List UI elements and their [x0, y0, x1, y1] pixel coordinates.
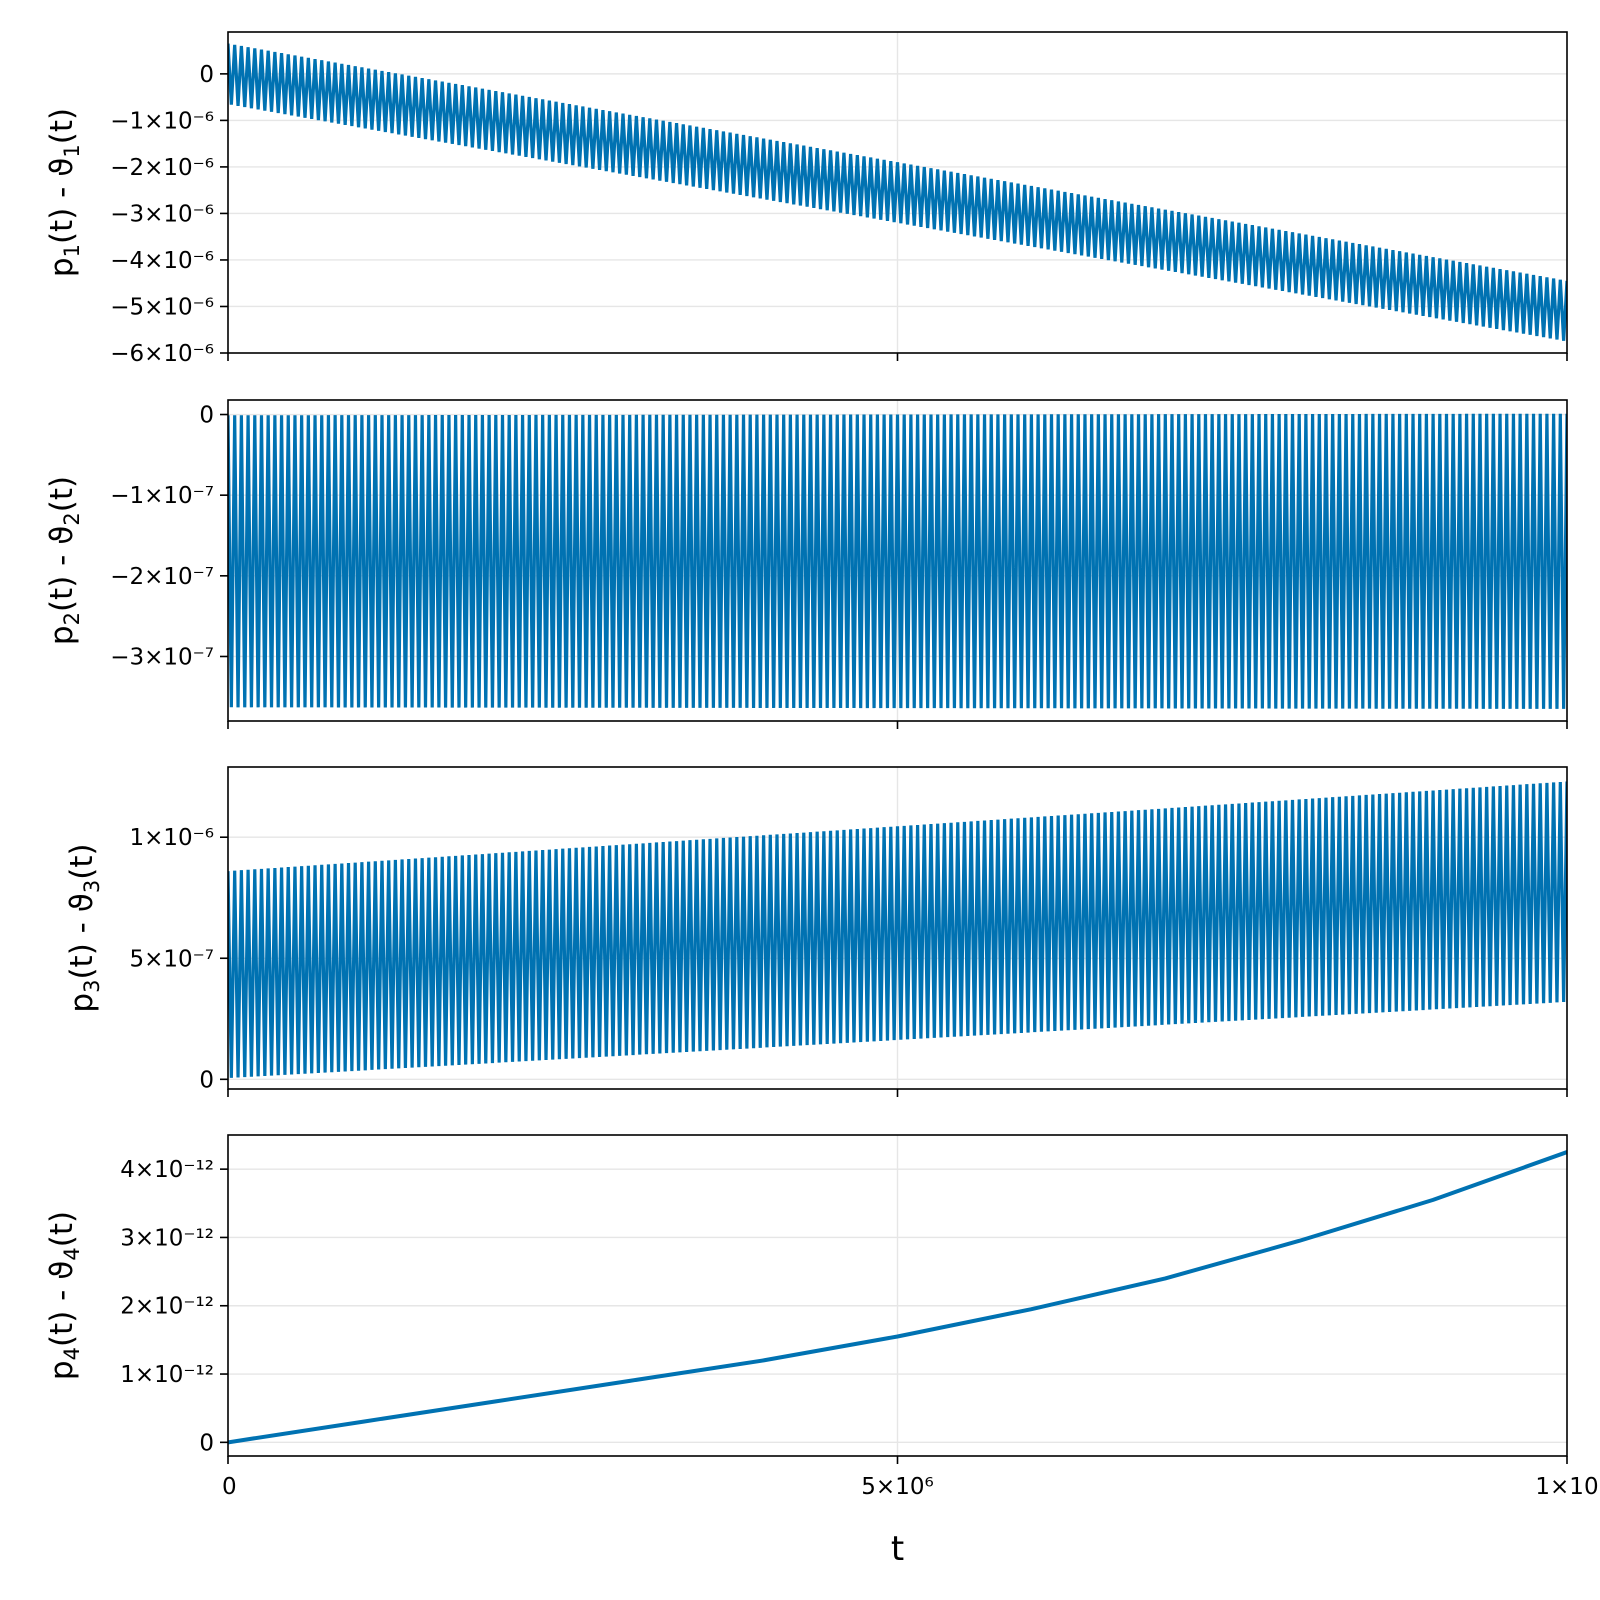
y-axis-label-subscript: 4	[60, 1247, 84, 1260]
series-group	[228, 413, 1567, 709]
y-tick-label: 3×10⁻¹²	[120, 1225, 214, 1251]
y-axis-label-part: p	[64, 993, 100, 1013]
y-axis-label-part: p	[44, 1360, 80, 1380]
y-axis-label-part: (t) - ϑ	[44, 526, 80, 612]
y-axis-label: p2(t) - ϑ2(t)	[44, 476, 84, 645]
x-axis-label: t	[891, 1529, 904, 1569]
y-tick-label: −2×10⁻⁶	[110, 155, 214, 181]
y-tick-label: 0	[199, 62, 214, 88]
y-tick-label: 5×10⁻⁷	[129, 946, 214, 972]
y-axis-label: p4(t) - ϑ4(t)	[44, 1211, 84, 1380]
y-axis-label-part: (t)	[64, 843, 100, 879]
panel-1: 0 −1×10⁻⁶ −2×10⁻⁶ −3×10⁻⁶ −4×10⁻⁶ −5×10⁻⁶ −6×1…	[44, 31, 1568, 367]
y-axis-label-part: p	[44, 625, 80, 645]
y-axis-label-part: (t) - ϑ	[64, 893, 100, 979]
y-tick-label: 0	[199, 1067, 214, 1093]
y-axis-label-subscript: 1	[60, 144, 84, 157]
y-axis-label-subscript: 3	[80, 980, 104, 993]
y-tick-label: −5×10⁻⁶	[110, 294, 214, 320]
series-group	[228, 43, 1567, 341]
y-axis-label: p3(t) - ϑ3(t)	[64, 843, 104, 1012]
series-line	[228, 43, 1567, 341]
y-axis-label-subscript: 2	[60, 612, 84, 625]
y-tick-label: 0	[199, 1430, 214, 1456]
x-tick-label: 1×10	[1535, 1474, 1598, 1500]
y-tick-label: 4×10⁻¹²	[120, 1157, 214, 1183]
series-line	[228, 413, 1567, 709]
y-tick-label: −2×10⁻⁷	[110, 564, 214, 590]
panels: 0 −1×10⁻⁶ −2×10⁻⁶ −3×10⁻⁶ −4×10⁻⁶ −5×10⁻⁶ −6×1…	[44, 31, 1599, 1500]
series-group	[228, 1150, 1567, 1445]
series-group	[228, 781, 1567, 1078]
y-axis-label-subscript: 2	[60, 512, 84, 525]
y-axis-label-part: p	[44, 257, 80, 277]
y-axis-label-part: (t) - ϑ	[44, 1261, 80, 1347]
y-tick-label: −4×10⁻⁶	[110, 248, 214, 274]
y-tick-label: −3×10⁻⁶	[110, 201, 214, 227]
y-tick-label: −3×10⁻⁷	[110, 644, 214, 670]
y-tick-label: −1×10⁻⁷	[110, 483, 214, 509]
y-axis-label-part: (t)	[44, 476, 80, 512]
y-axis-label-part: (t)	[44, 108, 80, 144]
y-tick-label: 2×10⁻¹²	[120, 1294, 214, 1320]
y-axis-label-part: (t) - ϑ	[44, 158, 80, 244]
y-tick-label: −6×10⁻⁶	[110, 341, 214, 367]
y-axis-label-subscript: 4	[60, 1347, 84, 1360]
y-axis-label-subscript: 1	[60, 244, 84, 257]
series-line	[228, 1150, 1567, 1445]
y-tick-label: 0	[199, 403, 214, 429]
x-tick-label: 5×10⁶	[861, 1474, 933, 1500]
y-tick-label: 1×10⁻⁶	[129, 825, 214, 851]
y-axis-label-subscript: 3	[80, 880, 104, 893]
x-tick-label: 0	[222, 1474, 237, 1500]
series-line	[228, 781, 1567, 1078]
panel-2: 0−1×10⁻⁷−2×10⁻⁷−3×10⁻⁷p2(t) - ϑ2(t)	[44, 399, 1568, 729]
y-axis-label: p1(t) - ϑ1(t)	[44, 108, 84, 277]
y-axis-label-part: (t)	[44, 1211, 80, 1247]
panel-4: 4×10⁻¹² 3×10⁻¹² 2×10⁻¹² 1×10⁻¹² 00 5×10⁶ 1×10 p…	[44, 1134, 1599, 1500]
y-tick-label: −1×10⁻⁶	[110, 108, 214, 134]
y-tick-label: 1×10⁻¹²	[120, 1362, 214, 1388]
